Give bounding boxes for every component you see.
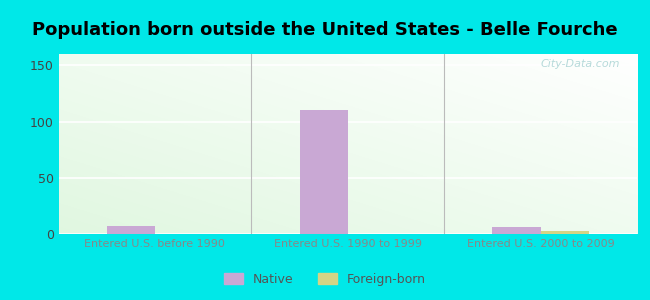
- Bar: [493, 227, 541, 234]
- Text: Population born outside the United States - Belle Fourche: Population born outside the United State…: [32, 21, 617, 39]
- Text: City-Data.com: City-Data.com: [540, 59, 619, 69]
- Bar: [300, 110, 348, 234]
- Bar: [107, 226, 155, 234]
- Legend: Native, Foreign-born: Native, Foreign-born: [219, 268, 431, 291]
- Bar: [541, 231, 589, 234]
